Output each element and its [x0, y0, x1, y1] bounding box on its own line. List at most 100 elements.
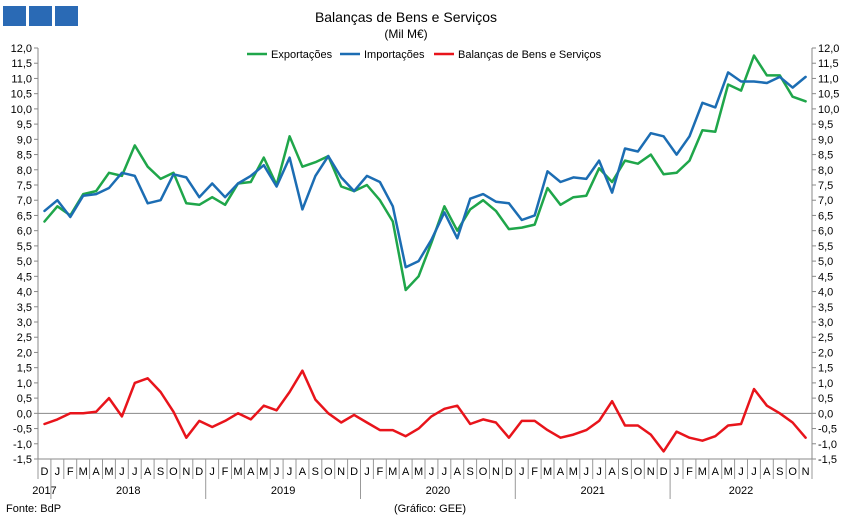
logo-block-3: [55, 6, 78, 26]
x-month-label: A: [763, 466, 771, 478]
x-month-label: J: [584, 466, 590, 478]
series-line-2: [43, 369, 807, 453]
x-month-label: D: [40, 466, 48, 478]
x-month-label: J: [119, 466, 125, 478]
x-month-label: M: [569, 466, 578, 478]
y-tick-label-right: 10,0: [818, 104, 839, 116]
y-tick-label-right: 2,5: [818, 332, 833, 344]
y-tick-label-left: 7,5: [17, 180, 32, 192]
legend-label-1: Importações: [364, 49, 425, 61]
y-tick-label-left: 5,0: [17, 256, 32, 268]
x-month-label: J: [55, 466, 61, 478]
y-tick-label-left: 8,0: [17, 165, 32, 177]
x-month-label: F: [686, 466, 693, 478]
y-tick-label-left: 11,0: [11, 73, 32, 85]
x-month-label: A: [247, 466, 255, 478]
x-month-label: J: [519, 466, 525, 478]
chart-title: Balanças de Bens e Serviços: [315, 9, 497, 25]
y-tick-label-left: 2,5: [17, 332, 32, 344]
x-month-label: J: [751, 466, 757, 478]
x-year-label: 2021: [580, 485, 604, 497]
y-tick-label-left: 0,5: [17, 393, 32, 405]
x-month-label: J: [738, 466, 744, 478]
y-tick-label-right: 9,5: [818, 119, 833, 131]
x-month-label: M: [79, 466, 88, 478]
y-tick-label-left: 11,5: [11, 58, 32, 70]
x-month-label: S: [312, 466, 319, 478]
y-tick-label-left: 9,5: [17, 119, 32, 131]
y-tick-label-right: 3,5: [818, 302, 833, 314]
y-tick-label-right: 5,5: [818, 241, 833, 253]
y-tick-label-left: 5,5: [17, 241, 32, 253]
x-month-label: J: [287, 466, 293, 478]
y-tick-label-left: 3,5: [17, 302, 32, 314]
y-ticks-left: -1,5 -1,0 -0,5 0,0 0,5 1,0 1,5 2,0 2,5 3,0 3,5 4,0 4…: [11, 43, 38, 466]
x-month-label: M: [724, 466, 733, 478]
x-month-label: N: [647, 466, 655, 478]
y-tick-label-left: 0,0: [17, 408, 32, 420]
x-month-label: D: [350, 466, 358, 478]
y-ticks-right: -1,5 -1,0 -0,5 0,0 0,5 1,0 1,5 2,0 2,5 3,0 3,5 4,0 4…: [812, 43, 839, 466]
y-tick-label-left: 4,0: [17, 287, 32, 299]
x-month-label: J: [274, 466, 280, 478]
x-month-label: A: [712, 466, 720, 478]
x-month-label: N: [802, 466, 810, 478]
x-month-label: O: [788, 466, 797, 478]
credit-note: (Gráfico: GEE): [394, 503, 466, 515]
y-tick-label-left: 12,0: [11, 43, 32, 55]
legend-label-2: Balanças de Bens e Serviços: [458, 49, 602, 61]
x-month-label: A: [144, 466, 152, 478]
y-tick-label-right: 6,0: [818, 226, 833, 238]
y-tick-label-right: 8,5: [818, 150, 833, 162]
x-month-label: F: [531, 466, 538, 478]
x-month-label: D: [505, 466, 513, 478]
x-month-label: A: [454, 466, 462, 478]
y-tick-label-right: 0,5: [818, 393, 833, 405]
x-month-label: M: [104, 466, 113, 478]
y-tick-label-left: -1,0: [13, 439, 32, 451]
x-month-label: A: [608, 466, 616, 478]
y-tick-label-right: -1,5: [818, 454, 837, 466]
x-month-label: D: [660, 466, 668, 478]
x-month-label: A: [92, 466, 100, 478]
x-month-label: J: [674, 466, 680, 478]
y-tick-label-right: 11,0: [818, 73, 839, 85]
x-month-label: J: [442, 466, 448, 478]
logo-block-1: [3, 6, 26, 26]
y-tick-label-right: 10,5: [818, 89, 839, 101]
x-month-label: M: [259, 466, 268, 478]
y-tick-label-left: 1,0: [17, 378, 32, 390]
y-tick-label-right: 12,0: [818, 43, 839, 55]
x-month-label: N: [337, 466, 345, 478]
x-month-label: J: [429, 466, 435, 478]
x-month-label: J: [364, 466, 370, 478]
y-tick-label-left: 2,0: [17, 347, 32, 359]
x-month-label: M: [543, 466, 552, 478]
legend-label-0: Exportações: [271, 49, 333, 61]
y-tick-label-right: 4,5: [818, 271, 833, 283]
y-tick-label-right: 3,0: [818, 317, 833, 329]
x-month-label: A: [402, 466, 410, 478]
y-tick-label-right: 1,5: [818, 363, 833, 375]
x-month-label: M: [698, 466, 707, 478]
x-month-label: N: [492, 466, 500, 478]
x-month-label: M: [233, 466, 242, 478]
x-year-label: 2019: [271, 485, 295, 497]
y-tick-label-left: 3,0: [17, 317, 32, 329]
y-tick-label-right: -0,5: [818, 424, 837, 436]
x-month-label: M: [388, 466, 397, 478]
x-month-label: A: [299, 466, 307, 478]
x-month-label: S: [157, 466, 164, 478]
x-month-label: S: [466, 466, 473, 478]
y-tick-label-right: 11,5: [818, 58, 839, 70]
y-tick-label-right: 5,0: [818, 256, 833, 268]
x-month-label: J: [132, 466, 138, 478]
x-month-label: D: [195, 466, 203, 478]
series-line-0: [43, 54, 807, 292]
y-tick-label-left: -1,5: [13, 454, 32, 466]
x-month-label: O: [324, 466, 333, 478]
x-month-label: M: [414, 466, 423, 478]
x-month-label: J: [209, 466, 215, 478]
x-year-label: 2020: [426, 485, 450, 497]
